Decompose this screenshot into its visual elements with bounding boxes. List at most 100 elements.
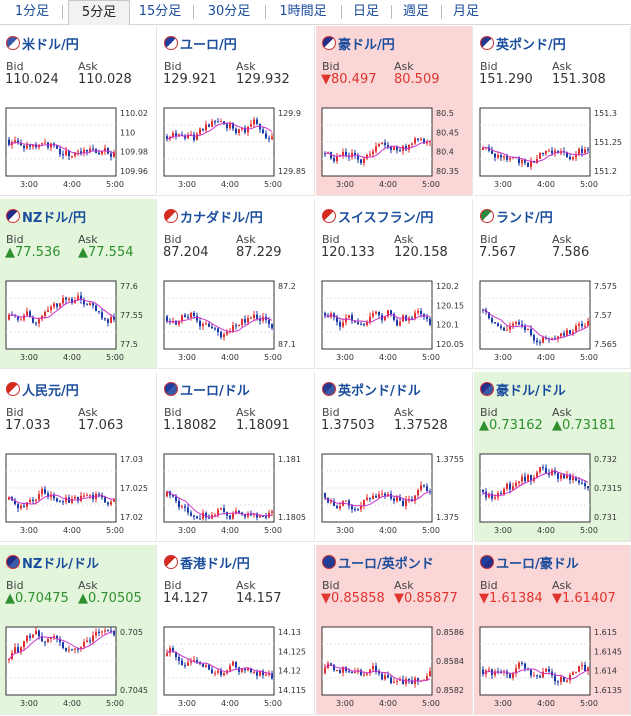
candle-body xyxy=(220,508,222,510)
pair-title-link[interactable]: 英ポンド/円 xyxy=(480,34,566,53)
pair-title-link[interactable]: 人民元/円 xyxy=(6,380,79,399)
candle-body xyxy=(47,638,49,643)
candle-body xyxy=(521,324,523,327)
currency-pair-card[interactable]: 豪ドル/円 Bid Ask ▼80.497 80.509 80.5 80.45 80.4 80.… xyxy=(316,26,473,196)
candle-body xyxy=(20,319,22,321)
candle-body xyxy=(232,513,234,519)
mini-candlestick-chart[interactable]: 77.6 77.55 77.5 3:00 4:00 5:00 xyxy=(2,277,154,365)
tab-daily[interactable]: 日足 xyxy=(352,4,379,19)
candle-body xyxy=(26,635,28,642)
mini-candlestick-chart[interactable]: 1.3755 1.375 3:00 4:00 5:00 xyxy=(318,450,470,538)
pair-title-link[interactable]: 豪ドル/ドル xyxy=(480,380,566,399)
candle-body xyxy=(417,311,419,313)
currency-pair-card[interactable]: 香港ドル/円 Bid Ask 14.127 14.157 14.13 14.125 14.12… xyxy=(158,545,315,715)
currency-pair-card[interactable]: ユーロ/ドル Bid Ask 1.18082 1.18091 1.181 1.1805 3:0… xyxy=(158,372,315,542)
pair-title-link[interactable]: ランド/円 xyxy=(480,207,553,226)
pair-title-link[interactable]: NZドル/円 xyxy=(6,207,86,226)
tab-monthly[interactable]: 月足 xyxy=(452,4,479,19)
candle-body xyxy=(217,328,219,333)
mini-candlestick-chart[interactable]: 17.03 17.025 17.02 3:00 4:00 5:00 xyxy=(2,450,154,538)
currency-pair-card[interactable]: 豪ドル/ドル Bid Ask ▲0.73162 ▲0.73181 0.732 0.7315 0… xyxy=(474,372,631,542)
mini-candlestick-chart[interactable]: 0.8586 0.8584 0.8582 3:00 4:00 5:00 xyxy=(318,623,470,711)
plot-area xyxy=(321,626,433,696)
pair-title-link[interactable]: ユーロ/円 xyxy=(164,34,237,53)
currency-pair-card[interactable]: ユーロ/豪ドル Bid Ask ▼1.61384 ▼1.61407 1.615 1.6145… xyxy=(474,545,631,715)
candle-body xyxy=(426,676,428,681)
mini-candlestick-chart[interactable]: 1.181 1.1805 3:00 4:00 5:00 xyxy=(160,450,312,538)
y-tick-label: 17.02 xyxy=(120,513,143,522)
x-tick-label: 3:00 xyxy=(20,699,38,708)
pair-title-link[interactable]: ユーロ/ドル xyxy=(164,380,250,399)
mini-candlestick-chart[interactable]: 151.3 151.25 151.2 3:00 4:00 5:00 xyxy=(476,104,628,192)
candle-body xyxy=(557,681,559,683)
candle-body xyxy=(178,134,180,136)
candle-body xyxy=(491,318,493,323)
candle-body xyxy=(360,670,362,676)
x-tick-label: 3:00 xyxy=(178,353,196,362)
tab-5min[interactable]: 5分足 xyxy=(68,0,130,25)
candle-body xyxy=(399,497,401,501)
tab-1hour[interactable]: 1時間足 xyxy=(279,4,327,19)
pair-title-link[interactable]: スイスフラン/円 xyxy=(322,207,433,226)
chart-svg: 0.8586 0.8584 0.8582 3:00 4:00 5:00 xyxy=(321,626,464,708)
candle-body xyxy=(29,311,31,318)
candle-body xyxy=(384,142,386,146)
mini-candlestick-chart[interactable]: 7.575 7.57 7.565 3:00 4:00 5:00 xyxy=(476,277,628,365)
mini-candlestick-chart[interactable]: 110.02 110 109.98 109.96 3:00 4:00 5:00 xyxy=(2,104,154,192)
pair-title-link[interactable]: NZドル/ドル xyxy=(6,553,99,572)
candle-body xyxy=(268,138,270,140)
mini-candlestick-chart[interactable]: 120.2 120.15 120.1 120.05 3:00 4:00 5:00 xyxy=(318,277,470,365)
currency-pair-card[interactable]: スイスフラン/円 Bid Ask 120.133 120.158 120.2 120.15 1… xyxy=(316,199,473,369)
mini-candlestick-chart[interactable]: 87.2 87.1 3:00 4:00 5:00 xyxy=(160,277,312,365)
currency-pair-card[interactable]: ユーロ/英ポンド Bid Ask ▼0.85858 ▼0.85877 0.8586 0.85… xyxy=(316,545,473,715)
pair-title-link[interactable]: 英ポンド/ドル xyxy=(322,380,421,399)
pair-title-link[interactable]: 豪ドル/円 xyxy=(322,34,395,53)
candle-body xyxy=(17,504,19,509)
pair-title-link[interactable]: ユーロ/英ポンド xyxy=(322,553,434,572)
candle-body xyxy=(104,318,106,320)
candle-body xyxy=(44,641,46,643)
candle-body xyxy=(50,143,52,148)
candle-body xyxy=(512,486,514,490)
currency-pair-card[interactable]: NZドル/ドル Bid Ask ▲0.70475 ▲0.70505 0.705 0.7045… xyxy=(0,545,157,715)
candle-body xyxy=(89,640,91,642)
x-tick-label: 4:00 xyxy=(63,526,81,535)
tab-30min[interactable]: 30分足 xyxy=(207,4,251,19)
currency-pair-card[interactable]: NZドル/円 Bid Ask ▲77.536 ▲77.554 77.6 77.55 77.5 3… xyxy=(0,199,157,369)
currency-pair-card[interactable]: 米ドル/円 Bid Ask 110.024 110.028 110.02 110 109.98… xyxy=(0,26,157,196)
candle-body xyxy=(98,152,100,155)
candle-body xyxy=(253,672,255,674)
mini-candlestick-chart[interactable]: 0.732 0.7315 0.731 3:00 4:00 5:00 xyxy=(476,450,628,538)
candle-body xyxy=(336,505,338,509)
mini-candlestick-chart[interactable]: 1.615 1.6145 1.614 1.6135 3:00 4:00 5:00 xyxy=(476,623,628,711)
tab-15min[interactable]: 15分足 xyxy=(138,4,182,19)
mini-candlestick-chart[interactable]: 14.13 14.125 14.12 14.115 3:00 4:00 5:00 xyxy=(160,623,312,711)
pair-title-link[interactable]: 香港ドル/円 xyxy=(164,553,250,572)
candle-body xyxy=(23,145,25,149)
candle-body xyxy=(518,662,520,669)
currency-pair-card[interactable]: ランド/円 Bid Ask 7.567 7.586 7.575 7.57 7.565 3:00 4… xyxy=(474,199,631,369)
currency-pair-card[interactable]: 人民元/円 Bid Ask 17.033 17.063 17.03 17.025 17.02 3… xyxy=(0,372,157,542)
pair-title-link[interactable]: ユーロ/豪ドル xyxy=(480,553,579,572)
candle-body xyxy=(77,151,79,153)
y-tick-label: 109.96 xyxy=(120,167,148,176)
tab-weekly[interactable]: 週足 xyxy=(402,4,429,19)
mini-candlestick-chart[interactable]: 0.705 0.7045 3:00 4:00 5:00 xyxy=(2,623,154,711)
candle-body xyxy=(336,670,338,672)
currency-pair-card[interactable]: カナダドル/円 Bid Ask 87.204 87.229 87.2 87.1 3:00 4:0… xyxy=(158,199,315,369)
candle-body xyxy=(542,671,544,678)
currency-pair-card[interactable]: 英ポンド/円 Bid Ask 151.290 151.308 151.3 151.25 151… xyxy=(474,26,631,196)
currency-pair-card[interactable]: ユーロ/円 Bid Ask 129.921 129.932 129.9 129.85 3:00… xyxy=(158,26,315,196)
pair-title-link[interactable]: カナダドル/円 xyxy=(164,207,263,226)
candle-body xyxy=(244,127,246,133)
mini-candlestick-chart[interactable]: 80.5 80.45 80.4 80.35 3:00 4:00 5:00 xyxy=(318,104,470,192)
candle-body xyxy=(110,317,112,323)
tab-1min[interactable]: 1分足 xyxy=(14,4,50,19)
candle-body xyxy=(384,493,386,496)
candle-body xyxy=(220,121,222,123)
candle-body xyxy=(62,501,64,503)
pair-title-link[interactable]: 米ドル/円 xyxy=(6,34,79,53)
candle-body xyxy=(35,499,37,502)
mini-candlestick-chart[interactable]: 129.9 129.85 3:00 4:00 5:00 xyxy=(160,104,312,192)
currency-pair-card[interactable]: 英ポンド/ドル Bid Ask 1.37503 1.37528 1.3755 1.375 3:… xyxy=(316,372,473,542)
